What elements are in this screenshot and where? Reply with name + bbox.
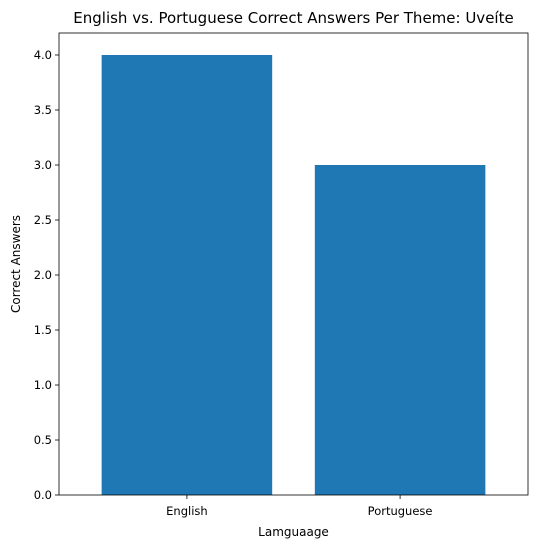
y-tick-label: 3.0: [34, 158, 52, 172]
bars-group: [101, 55, 486, 495]
x-axis-label: Lamguaage: [258, 525, 329, 539]
y-axis: 0.0 0.5 1.0 1.5 2.0 2.5 3.0 3.5 4.0: [34, 48, 59, 502]
chart-title: English vs. Portuguese Correct Answers P…: [73, 9, 513, 27]
y-tick-label: 1.0: [34, 378, 52, 392]
y-tick-label: 0.0: [34, 488, 52, 502]
y-tick-label: 4.0: [34, 48, 52, 62]
x-tick-label: Portuguese: [368, 504, 433, 518]
x-tick-label: English: [166, 504, 208, 518]
y-tick-label: 2.0: [34, 268, 52, 282]
bar-portuguese: [314, 165, 486, 495]
y-tick-label: 3.5: [34, 103, 52, 117]
bar-english: [101, 55, 273, 495]
plot-frame: [58, 32, 529, 496]
x-axis: English Portuguese: [166, 495, 433, 518]
y-tick-label: 1.5: [34, 323, 52, 337]
y-tick-label: 0.5: [34, 433, 52, 447]
y-tick-label: 2.5: [34, 213, 52, 227]
y-axis-label: Correct Answers: [9, 215, 23, 313]
